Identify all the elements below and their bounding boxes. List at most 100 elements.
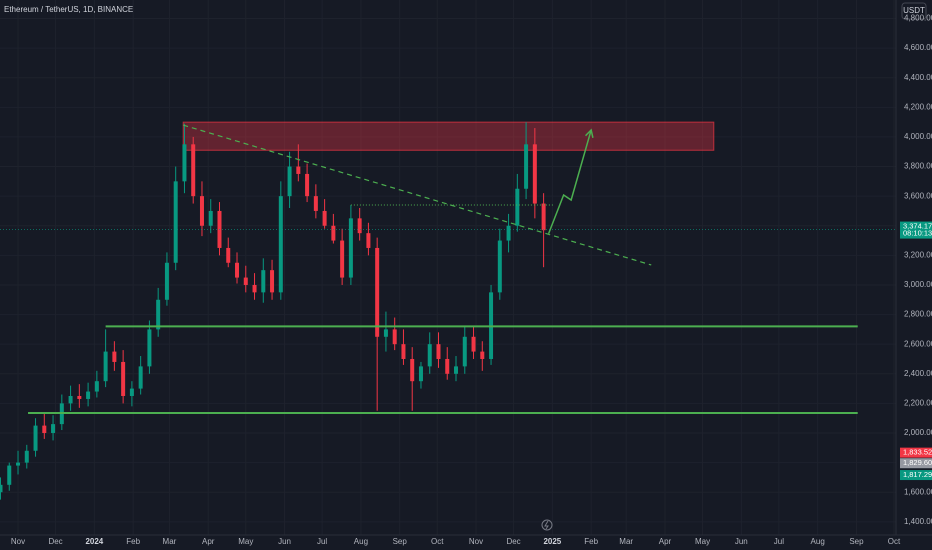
candle-body	[173, 181, 178, 263]
candle-body	[147, 329, 152, 367]
candle-body	[138, 366, 143, 389]
y-tick-label: 2,600.00	[904, 339, 932, 348]
candle-body	[182, 144, 187, 182]
scale-label-box	[900, 458, 932, 469]
y-tick-label: 3,200.00	[904, 250, 932, 259]
candle-body	[129, 388, 134, 396]
candle-body	[445, 358, 450, 374]
y-tick-label: 4,000.00	[904, 132, 932, 141]
x-tick-label: Sep	[849, 537, 864, 546]
scale-label: 1,817.29	[903, 470, 932, 479]
resistance-zone	[182, 121, 715, 151]
x-tick-label: 2024	[85, 537, 103, 546]
candle-body	[471, 336, 476, 352]
candle-body	[287, 166, 292, 197]
candle-body	[156, 299, 161, 330]
candle-body	[164, 262, 169, 300]
y-tick-label: 2,200.00	[904, 399, 932, 408]
candle-body	[454, 366, 459, 374]
y-tick-label: 4,200.00	[904, 102, 932, 111]
candle-body	[243, 277, 248, 285]
scale-label-box	[900, 447, 932, 458]
last-price: 3,374.17	[903, 222, 932, 231]
x-tick-label: Nov	[11, 537, 25, 546]
candle-body	[383, 329, 388, 337]
candle-body	[524, 144, 529, 189]
x-tick-label: Jun	[735, 537, 748, 546]
x-tick-label: Dec	[48, 537, 62, 546]
x-tick-label: Feb	[126, 537, 140, 546]
scale-label: 1,833.52	[903, 448, 932, 457]
candle-body	[392, 329, 397, 345]
candle-body	[497, 240, 502, 293]
x-tick-label: Feb	[584, 537, 598, 546]
y-tick-label: 3,000.00	[904, 280, 932, 289]
candle-body	[462, 336, 467, 367]
candle-body	[305, 173, 310, 197]
x-tick-label: Oct	[431, 537, 444, 546]
candle-body	[532, 144, 537, 204]
candle-body	[226, 247, 231, 263]
candle-body	[410, 358, 415, 382]
candle-body	[103, 351, 108, 382]
candle-body	[235, 262, 240, 278]
x-tick-label: Aug	[354, 537, 368, 546]
trendline	[183, 124, 652, 266]
candle-body	[261, 270, 266, 293]
candle-body	[252, 284, 257, 293]
candle-body	[375, 247, 380, 337]
x-tick-label: Aug	[811, 537, 825, 546]
x-tick-label: Mar	[619, 537, 633, 546]
y-tick-label: 1,600.00	[904, 487, 932, 496]
candle-body	[418, 366, 423, 382]
x-tick-label: Nov	[469, 537, 483, 546]
x-tick-label: Dec	[506, 537, 520, 546]
last-price-box	[900, 221, 932, 239]
scale-label-box	[900, 470, 932, 481]
candle-body	[199, 196, 204, 226]
candle-body	[191, 144, 196, 197]
candle-body	[515, 188, 520, 226]
candle-body	[7, 465, 12, 485]
candle-body	[296, 166, 301, 174]
x-tick-label: Jul	[317, 537, 327, 546]
x-tick-label: Sep	[393, 537, 408, 546]
chart-title: Ethereum / TetherUS, 1D, BINANCE	[4, 5, 133, 14]
y-tick-label: 4,800.00	[904, 14, 932, 23]
candle-body	[331, 225, 336, 241]
y-tick-label: 2,400.00	[904, 369, 932, 378]
lightning-icon[interactable]	[541, 519, 553, 531]
y-tick-label: 4,400.00	[904, 73, 932, 82]
currency-box[interactable]	[901, 2, 927, 20]
y-tick-label: 2,800.00	[904, 310, 932, 319]
candle-body	[112, 351, 117, 362]
candle-body	[42, 425, 47, 434]
x-tick-label: Oct	[888, 537, 901, 546]
x-tick-label: Apr	[659, 537, 672, 546]
candle-body	[348, 218, 353, 278]
candle-body	[541, 203, 546, 231]
candle-body	[436, 344, 441, 359]
candle-body	[94, 381, 99, 392]
scale-label: 1,829.60	[903, 458, 932, 467]
y-tick-label: 2,000.00	[904, 428, 932, 437]
currency[interactable]: USDT	[903, 6, 925, 15]
candle-body	[86, 391, 91, 399]
y-tick-label: 4,600.00	[904, 43, 932, 52]
x-tick-label: 2025	[543, 537, 561, 546]
candle-body	[366, 233, 371, 248]
x-tick-label: Jul	[774, 537, 784, 546]
candle-body	[77, 395, 82, 399]
candle-body	[68, 395, 73, 404]
arrow-head	[585, 128, 594, 138]
y-tick-label: 1,400.00	[904, 517, 932, 526]
x-tick-label: Jun	[278, 537, 291, 546]
candle-body	[322, 210, 327, 226]
candle-body	[340, 240, 345, 278]
candle-body	[270, 270, 275, 293]
candle-body	[51, 424, 56, 434]
